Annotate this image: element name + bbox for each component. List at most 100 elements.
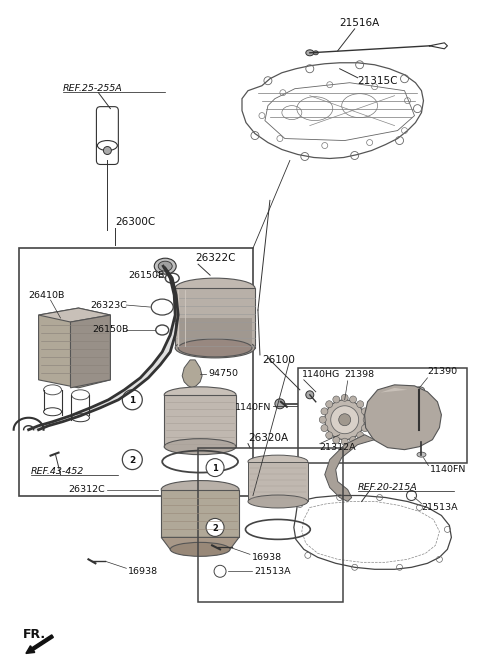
Ellipse shape: [164, 439, 236, 455]
Text: 26410B: 26410B: [29, 291, 65, 300]
Text: 21516A: 21516A: [340, 18, 380, 28]
Ellipse shape: [417, 452, 426, 457]
Circle shape: [349, 396, 357, 403]
Text: 2: 2: [129, 456, 135, 465]
Polygon shape: [170, 315, 178, 335]
Circle shape: [206, 459, 224, 476]
Text: REF.43-452: REF.43-452: [31, 467, 84, 476]
Ellipse shape: [416, 427, 423, 432]
Polygon shape: [90, 400, 119, 408]
Text: 2: 2: [212, 524, 218, 533]
Text: 21398: 21398: [345, 371, 375, 379]
Text: 1140FN: 1140FN: [430, 465, 466, 474]
Ellipse shape: [178, 339, 252, 357]
Polygon shape: [108, 390, 133, 400]
Polygon shape: [152, 352, 170, 365]
Circle shape: [341, 438, 348, 445]
Circle shape: [326, 432, 333, 439]
Circle shape: [357, 401, 364, 408]
Circle shape: [357, 432, 364, 439]
Polygon shape: [325, 435, 374, 501]
Text: 26323C: 26323C: [90, 300, 127, 310]
Ellipse shape: [158, 261, 172, 271]
Text: 26312C: 26312C: [69, 485, 105, 494]
Bar: [298, 368, 468, 462]
Polygon shape: [71, 315, 110, 388]
Text: 26300C: 26300C: [115, 217, 156, 228]
Bar: [164, 395, 236, 447]
Circle shape: [339, 414, 351, 426]
Text: 26100: 26100: [262, 355, 295, 365]
Polygon shape: [170, 278, 176, 295]
Ellipse shape: [175, 278, 255, 298]
Ellipse shape: [331, 406, 359, 434]
Text: 1: 1: [129, 396, 135, 405]
Bar: [198, 447, 343, 602]
Text: 21315C: 21315C: [358, 75, 398, 86]
Circle shape: [321, 408, 328, 415]
Polygon shape: [378, 388, 408, 393]
Bar: [19, 248, 253, 495]
Text: 1: 1: [212, 464, 218, 473]
Ellipse shape: [164, 387, 236, 403]
Ellipse shape: [154, 258, 176, 274]
Text: 1140HG: 1140HG: [302, 371, 340, 379]
Circle shape: [349, 436, 357, 443]
FancyArrow shape: [26, 635, 53, 653]
Circle shape: [319, 417, 326, 423]
Text: FR.: FR.: [23, 628, 46, 641]
Circle shape: [321, 424, 328, 432]
Circle shape: [122, 390, 142, 410]
Circle shape: [333, 436, 340, 443]
Polygon shape: [124, 378, 148, 390]
Bar: [248, 462, 308, 501]
Circle shape: [363, 417, 370, 423]
Polygon shape: [365, 385, 442, 449]
Polygon shape: [140, 365, 160, 378]
Circle shape: [206, 518, 224, 537]
Polygon shape: [29, 426, 48, 430]
Circle shape: [122, 449, 142, 470]
Text: 94750: 94750: [208, 369, 238, 379]
Text: 16938: 16938: [252, 553, 282, 562]
Circle shape: [326, 401, 333, 408]
Text: 26320A: 26320A: [248, 433, 288, 443]
Polygon shape: [52, 416, 81, 422]
Bar: [175, 288, 255, 348]
Ellipse shape: [313, 51, 318, 55]
Ellipse shape: [325, 400, 365, 440]
Text: REF.25-255A: REF.25-255A: [62, 84, 122, 93]
Circle shape: [275, 399, 285, 409]
Circle shape: [361, 424, 369, 432]
Ellipse shape: [248, 455, 308, 468]
Polygon shape: [162, 335, 175, 352]
Text: REF.20-215A: REF.20-215A: [358, 483, 418, 492]
Ellipse shape: [170, 543, 230, 556]
Text: 26322C: 26322C: [195, 253, 236, 263]
Bar: [161, 489, 239, 537]
Circle shape: [306, 391, 314, 399]
Ellipse shape: [161, 481, 239, 499]
Text: 21390: 21390: [428, 367, 457, 377]
Polygon shape: [38, 308, 110, 322]
Polygon shape: [38, 308, 110, 388]
Ellipse shape: [175, 338, 255, 358]
Circle shape: [333, 396, 340, 403]
Polygon shape: [38, 422, 62, 426]
Text: 26150B: 26150B: [128, 271, 165, 279]
Text: 1140FN: 1140FN: [235, 403, 271, 412]
Text: 26150B: 26150B: [93, 325, 129, 335]
Circle shape: [103, 146, 111, 155]
Text: 21513A: 21513A: [421, 503, 458, 512]
Circle shape: [361, 408, 369, 415]
Polygon shape: [163, 266, 172, 278]
Bar: [178, 318, 252, 348]
Text: 16938: 16938: [128, 567, 158, 576]
Polygon shape: [161, 537, 239, 549]
Polygon shape: [71, 408, 100, 416]
Text: 21513A: 21513A: [254, 567, 290, 576]
Polygon shape: [182, 360, 202, 388]
Polygon shape: [174, 295, 178, 315]
Ellipse shape: [306, 50, 314, 56]
Text: 21312A: 21312A: [320, 443, 356, 452]
